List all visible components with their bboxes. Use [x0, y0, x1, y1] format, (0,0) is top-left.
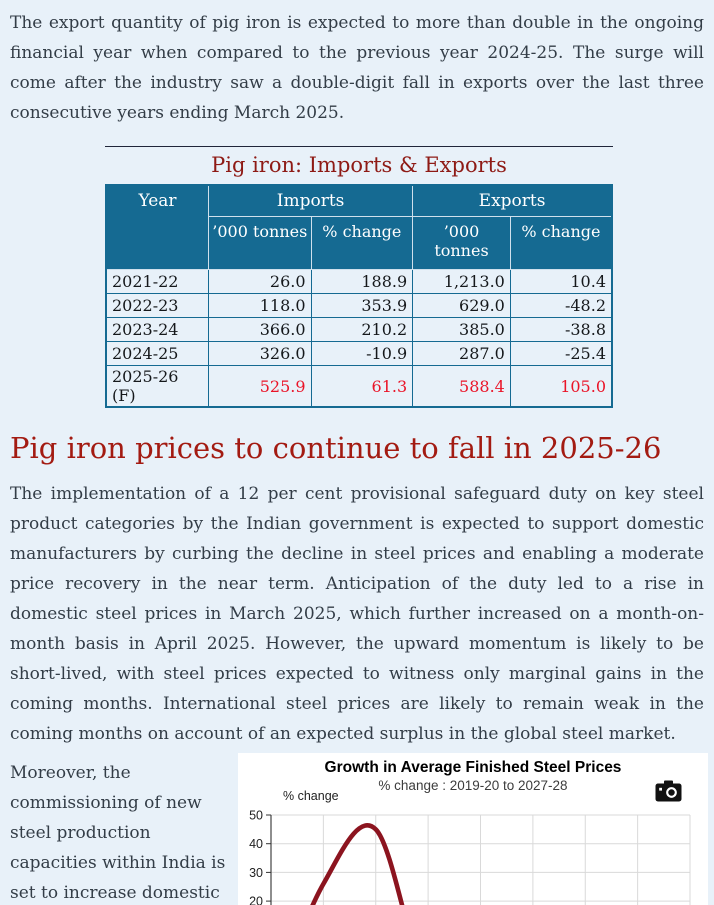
y-axis-title: % change — [283, 789, 339, 803]
value-cell: 366.0 — [208, 317, 312, 342]
column-group-imports: Imports — [208, 184, 414, 217]
value-cell: -25.4 — [509, 341, 613, 366]
chart-subtitle: % change : 2019-20 to 2027-28 — [378, 778, 568, 793]
value-cell: 61.3 — [310, 365, 414, 408]
value-cell: 1,213.0 — [412, 269, 511, 294]
body-paragraph: The implementation of a 12 per cent prov… — [10, 484, 704, 744]
value-cell: 287.0 — [412, 341, 511, 366]
bottom-section: Moreover, the commissioning of new steel… — [10, 753, 714, 905]
year-cell: 2024-25 — [105, 341, 210, 366]
value-cell: 10.4 — [509, 269, 613, 294]
table-title: Pig iron: Imports & Exports — [211, 153, 507, 177]
pig-iron-table-body: 2021-22 26.0 188.9 1,213.0 10.4 2022-23 118.0 3… — [105, 269, 613, 408]
table-row: 2023-24 366.0 210.2 385.0 -38.8 — [105, 317, 613, 342]
page-title: Pig iron prices to continue to fall in 2… — [10, 431, 662, 465]
value-cell: 385.0 — [412, 317, 511, 342]
table-header: Year Imports Exports ’000 tonnes % chang… — [105, 184, 613, 270]
value-cell: 188.9 — [310, 269, 414, 294]
pig-iron-table: Year Imports Exports ’000 tonnes % chang… — [105, 184, 613, 408]
table-row: 2024-25 326.0 -10.9 287.0 -25.4 — [105, 341, 613, 366]
value-cell: -48.2 — [509, 293, 613, 318]
table-top-rule — [105, 146, 613, 147]
year-cell: 2022-23 — [105, 293, 210, 318]
intro-paragraph: The export quantity of pig iron is expec… — [10, 13, 704, 123]
subheader-exports-pct: % change — [509, 216, 613, 270]
y-tick-label: 40 — [249, 837, 263, 851]
value-cell: 210.2 — [310, 317, 414, 342]
y-tick-label: 30 — [249, 866, 263, 880]
y-tick-label: 20 — [249, 895, 263, 905]
subheader-exports-tonnes: ’000 tonnes — [412, 216, 511, 270]
value-cell: 629.0 — [412, 293, 511, 318]
column-header-year: Year — [105, 184, 210, 270]
camera-icon-glyph — [655, 780, 682, 802]
table-row: 2025-26 (F) 525.9 61.3 588.4 105.0 — [105, 365, 613, 408]
value-cell: 326.0 — [208, 341, 312, 366]
pig-iron-table-section: Pig iron: Imports & Exports Year Imports… — [105, 146, 613, 408]
year-cell: 2025-26 (F) — [105, 365, 210, 408]
value-cell: 353.9 — [310, 293, 414, 318]
table-row: 2021-22 26.0 188.9 1,213.0 10.4 — [105, 269, 613, 294]
chart-plot-area: 50403020100-10-20 — [249, 809, 691, 905]
steel-price-chart: Growth in Average Finished Steel Prices … — [238, 753, 708, 905]
subheader-imports-pct: % change — [310, 216, 414, 270]
subheader-imports-tonnes: ’000 tonnes — [208, 216, 312, 270]
y-tick-label: 50 — [249, 809, 263, 823]
year-cell: 2023-24 — [105, 317, 210, 342]
chart-title: Growth in Average Finished Steel Prices — [324, 759, 622, 776]
value-cell: 118.0 — [208, 293, 312, 318]
table-row: 2022-23 118.0 353.9 629.0 -48.2 — [105, 293, 613, 318]
year-cell: 2021-22 — [105, 269, 210, 294]
side-paragraph: Moreover, the commissioning of new steel… — [10, 763, 226, 903]
value-cell: 588.4 — [412, 365, 511, 408]
value-cell: 26.0 — [208, 269, 312, 294]
price-line-actual — [310, 823, 405, 905]
value-cell: -38.8 — [509, 317, 613, 342]
value-cell: 105.0 — [509, 365, 613, 408]
column-group-exports: Exports — [412, 184, 613, 217]
camera-icon[interactable] — [655, 780, 682, 802]
value-cell: 525.9 — [208, 365, 312, 408]
value-cell: -10.9 — [310, 341, 414, 366]
